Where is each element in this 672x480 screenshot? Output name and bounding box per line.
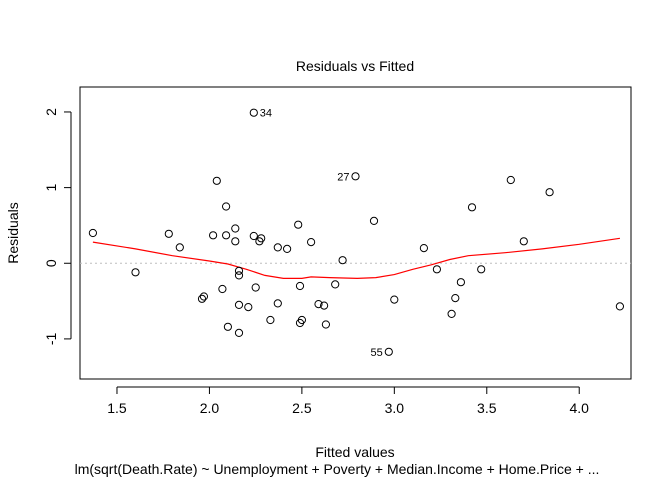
residual-point xyxy=(338,256,347,265)
outlier-label: 34 xyxy=(260,108,272,120)
residual-point xyxy=(477,265,486,274)
y-axis: -1 0 1 2 xyxy=(43,108,72,345)
x-tick-label: 3.5 xyxy=(477,400,497,416)
residual-point xyxy=(432,265,441,274)
residual-point xyxy=(164,229,173,238)
residual-point xyxy=(451,294,460,303)
x-tick-label: 3.0 xyxy=(385,400,405,416)
residual-point xyxy=(467,203,477,212)
residual-point xyxy=(320,301,329,310)
x-axis-label: Fitted values xyxy=(315,444,394,460)
residual-point xyxy=(88,228,98,238)
residual-point xyxy=(384,347,393,356)
residual-point xyxy=(419,244,428,253)
residual-point xyxy=(447,309,456,318)
residual-point xyxy=(295,281,305,291)
residual-point xyxy=(209,231,218,240)
residual-point xyxy=(266,315,275,325)
residual-point xyxy=(283,244,292,253)
residual-point xyxy=(212,176,221,185)
residual-point xyxy=(314,300,323,309)
residual-point xyxy=(244,303,253,312)
x-tick-label: 2.0 xyxy=(200,400,220,416)
residual-points xyxy=(88,108,625,356)
y-tick-label: 0 xyxy=(43,259,59,267)
chart-title: Residuals vs Fitted xyxy=(296,58,414,74)
smooth-trend-line xyxy=(92,237,620,280)
model-formula-subtitle: lm(sqrt(Death.Rate) ~ Unemployment + Pov… xyxy=(75,461,600,477)
residual-point xyxy=(175,243,184,252)
residual-point xyxy=(197,294,207,303)
x-axis: 1.5 2.0 2.5 3.0 3.5 4.0 xyxy=(107,386,589,416)
outlier-label: 27 xyxy=(337,171,349,183)
residual-point xyxy=(351,172,360,181)
x-tick-label: 2.5 xyxy=(292,400,312,416)
residual-point xyxy=(218,284,227,294)
outlier-labels: 34 27 55 xyxy=(260,108,383,359)
x-tick-label: 1.5 xyxy=(107,400,127,416)
y-tick-label: 1 xyxy=(43,184,59,192)
y-tick-label: 2 xyxy=(43,108,59,116)
residual-point xyxy=(545,188,554,197)
residual-point xyxy=(234,300,244,309)
x-tick-label: 4.0 xyxy=(569,400,589,416)
residual-point xyxy=(294,220,303,229)
residual-point xyxy=(222,202,231,211)
residual-point xyxy=(234,271,244,280)
residual-point xyxy=(231,224,240,233)
residual-point xyxy=(519,237,528,246)
residual-point xyxy=(506,175,515,185)
residual-point xyxy=(222,231,231,240)
residual-point xyxy=(321,320,330,329)
residual-point xyxy=(257,234,266,243)
outlier-label: 55 xyxy=(371,347,383,359)
residual-point xyxy=(231,237,240,246)
residual-point xyxy=(249,231,258,241)
residual-point xyxy=(223,322,232,331)
residual-point xyxy=(234,266,244,275)
y-axis-label: Residuals xyxy=(5,202,21,263)
plot-area-border xyxy=(79,86,632,380)
residual-point xyxy=(273,243,282,252)
residual-point xyxy=(249,108,258,117)
residual-point xyxy=(456,278,465,287)
residual-point xyxy=(307,238,316,247)
residual-point xyxy=(234,328,244,337)
residual-point xyxy=(273,299,282,308)
residual-point xyxy=(615,302,625,311)
residual-point xyxy=(369,216,379,225)
residual-point xyxy=(131,268,140,277)
y-tick-label: -1 xyxy=(43,332,59,345)
residual-point xyxy=(331,280,340,289)
residual-point xyxy=(297,315,306,325)
residual-point xyxy=(199,292,208,301)
residual-point xyxy=(390,295,399,304)
residual-point xyxy=(251,283,260,292)
